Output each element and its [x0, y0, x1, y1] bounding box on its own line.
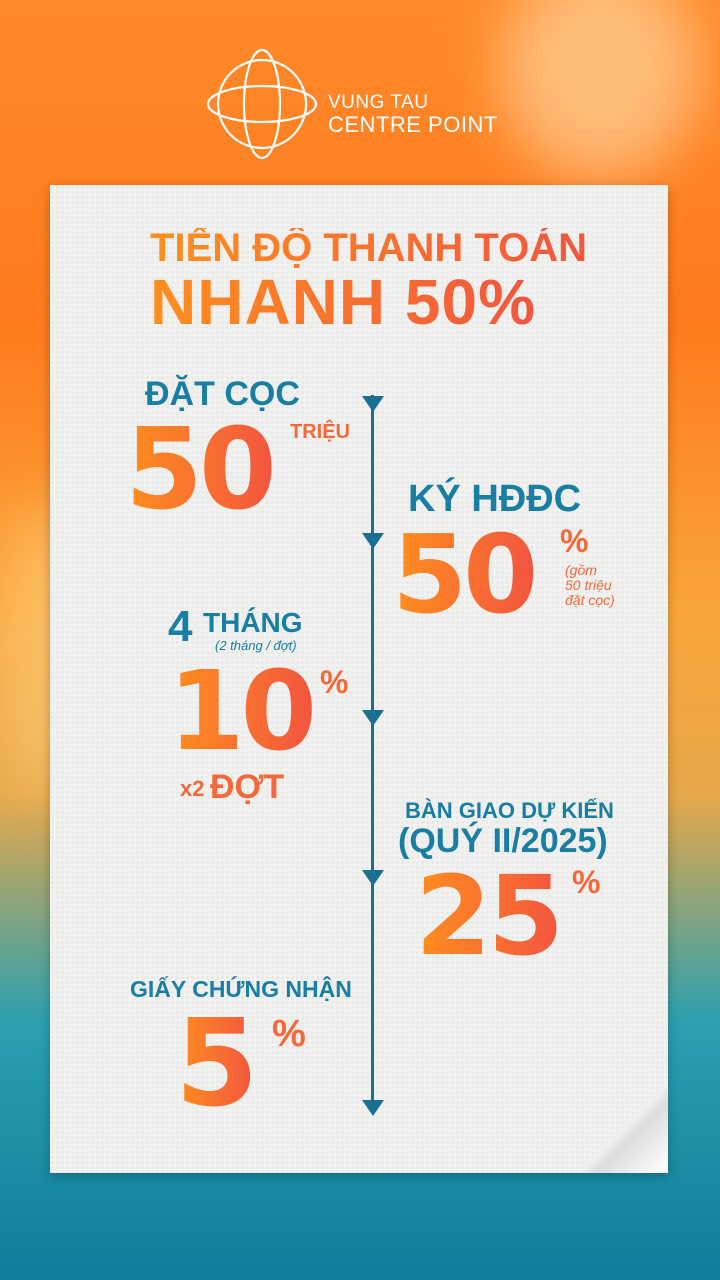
paper-card — [50, 185, 668, 1173]
step2-label: KÝ HĐĐC — [408, 478, 582, 520]
timeline-line — [371, 395, 374, 1110]
step3-value: 10 — [168, 647, 317, 775]
step4-value: 25 — [415, 852, 564, 980]
step3-label: THÁNG — [203, 607, 303, 638]
step5-unit: % — [272, 1013, 306, 1055]
step2-note: (gồm 50 triệu đặt cọc) — [565, 563, 615, 608]
title-line1: TIẾN ĐỘ THANH TOÁN — [150, 226, 588, 270]
step1-value: 50 — [125, 405, 277, 535]
step3-extra-x: x2 — [180, 776, 205, 801]
note-line: 50 triệu — [565, 577, 612, 593]
step1-label: ĐẶT CỌC — [145, 375, 300, 413]
step4-label2: (QUÝ II/2025) — [398, 822, 608, 860]
arrow-down-icon — [362, 710, 384, 726]
arrow-down-icon — [362, 533, 384, 549]
step1-unit: TRIỆU — [290, 421, 350, 443]
light-flare — [500, 0, 700, 180]
arrow-down-icon — [362, 396, 384, 412]
brand-line1: VUNG TAU — [328, 92, 429, 113]
note-line: (gồm — [565, 562, 597, 578]
brand-name: VUNG TAU CENTRE POINT — [328, 92, 498, 137]
step3-extra: ĐỢT — [210, 768, 285, 806]
step2-value: 50 — [392, 513, 538, 638]
step5-value: 5 — [175, 995, 258, 1134]
arrow-down-icon — [362, 1100, 384, 1116]
arrow-down-icon — [362, 870, 384, 886]
step3-label-num: 4 — [168, 602, 193, 651]
step3-sub: (2 tháng / đợt) — [215, 638, 297, 653]
brand-line2: CENTRE POINT — [328, 112, 498, 137]
title-line2: NHANH 50% — [150, 266, 536, 338]
note-line: đặt cọc) — [565, 592, 615, 608]
page-curl — [578, 1083, 668, 1173]
step4-label: BÀN GIAO DỰ KIẾN — [405, 798, 614, 823]
step3-unit: % — [320, 664, 349, 700]
step2-unit: % — [560, 523, 589, 559]
step5-label: GIẤY CHỨNG NHẬN — [130, 976, 352, 1002]
step4-unit: % — [572, 864, 601, 900]
logo-icon — [206, 48, 318, 160]
